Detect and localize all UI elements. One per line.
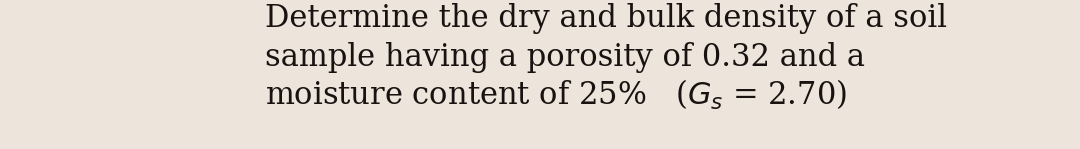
Text: sample having a porosity of 0.32 and a: sample having a porosity of 0.32 and a <box>265 42 865 73</box>
Text: Determine the dry and bulk density of a soil: Determine the dry and bulk density of a … <box>265 3 947 34</box>
Text: moisture content of 25%   ($\mathit{G}_s$ = 2.70): moisture content of 25% ($\mathit{G}_s$ … <box>265 78 847 112</box>
